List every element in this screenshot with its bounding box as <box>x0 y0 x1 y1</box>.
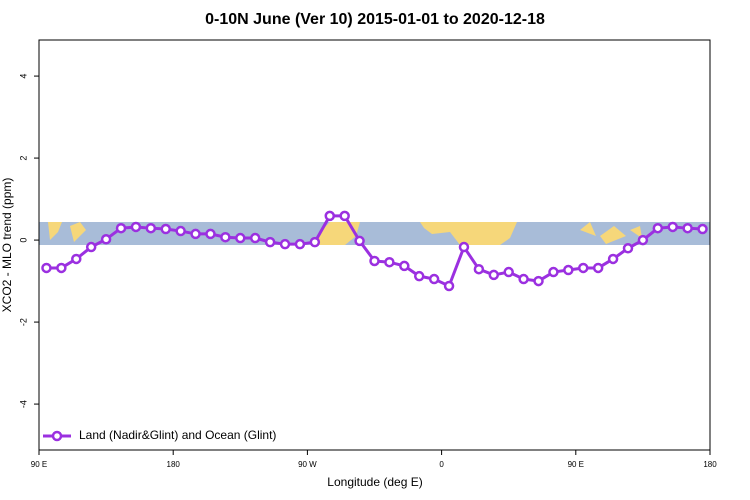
data-point <box>563 264 574 276</box>
x-tick-label: 0 <box>439 460 444 469</box>
plot-frame <box>38 39 711 451</box>
chart-title: 0-10N June (Ver 10) 2015-01-01 to 2020-1… <box>205 11 545 28</box>
y-tick-label: -4 <box>18 400 28 408</box>
data-point <box>294 238 306 250</box>
data-point <box>205 228 216 240</box>
data-point <box>279 238 291 250</box>
data-point <box>175 225 186 237</box>
data-point <box>339 210 350 222</box>
data-point <box>145 222 157 234</box>
data-point <box>100 234 112 245</box>
x-tick-label: 90 W <box>298 460 317 469</box>
data-point <box>235 232 246 244</box>
data-point <box>354 235 365 247</box>
data-point <box>533 275 544 287</box>
data-point <box>399 260 410 272</box>
y-tick-label: 0 <box>18 238 28 243</box>
data-point <box>56 262 67 274</box>
legend-marker <box>51 430 63 442</box>
x-tick-label: 180 <box>167 460 181 469</box>
y-tick-label: 2 <box>18 156 28 161</box>
x-tick-label: 90 E <box>568 460 584 469</box>
map-strip <box>39 222 710 245</box>
data-point <box>682 222 693 234</box>
data-point <box>548 266 559 278</box>
data-point <box>41 262 52 274</box>
x-tick-label: 180 <box>703 460 717 469</box>
data-point <box>697 223 708 235</box>
data-point <box>607 253 619 265</box>
data-point <box>458 241 470 253</box>
data-point <box>518 273 529 285</box>
data-point <box>578 262 589 274</box>
data-point <box>130 221 142 233</box>
data-point <box>667 221 678 233</box>
data-point <box>369 255 380 267</box>
data-point <box>622 243 634 254</box>
data-point <box>413 270 425 282</box>
data-point <box>220 231 231 243</box>
data-point <box>264 236 276 248</box>
data-point <box>488 269 500 281</box>
data-point <box>324 210 336 222</box>
data-point <box>592 262 604 274</box>
data-point <box>85 241 97 253</box>
data-point <box>115 222 127 234</box>
y-axis-label: XCO2 - MLO trend (ppm) <box>0 178 14 313</box>
y-tick-label: 4 <box>18 74 28 79</box>
data-point <box>428 273 440 285</box>
data-point <box>309 236 321 248</box>
data-point <box>503 266 514 278</box>
y-tick-label: -2 <box>18 318 28 326</box>
x-axis-label: Longitude (deg E) <box>327 475 422 489</box>
data-point <box>384 256 395 268</box>
data-point <box>249 232 261 244</box>
data-point <box>160 223 171 235</box>
data-point <box>443 280 455 292</box>
data-point <box>637 234 649 246</box>
data-point <box>473 263 485 275</box>
legend-label: Land (Nadir&Glint) and Ocean (Glint) <box>79 428 276 442</box>
x-tick-label: 90 E <box>31 460 47 469</box>
data-point <box>652 222 664 234</box>
data-point <box>71 253 82 265</box>
data-point <box>190 228 201 240</box>
